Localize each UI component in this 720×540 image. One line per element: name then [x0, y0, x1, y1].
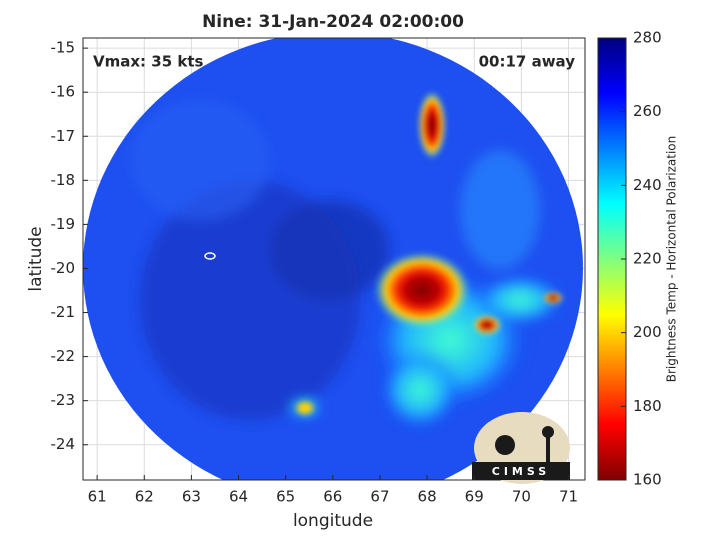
colorbar-tick-label: 240	[633, 176, 662, 194]
y-tick-label: -20	[51, 259, 76, 277]
x-tick-label: 64	[229, 488, 248, 506]
x-tick-label: 62	[135, 488, 154, 506]
x-tick-label: 68	[418, 488, 437, 506]
x-tick-label: 67	[370, 488, 389, 506]
colorbar-tick-label: 280	[633, 29, 662, 47]
colorbar-tick-label: 180	[633, 397, 662, 415]
x-axis-label: longitude	[293, 511, 373, 531]
x-tick-label: 65	[276, 488, 295, 506]
y-axis-label: latitude	[26, 226, 46, 291]
y-tick-label: -19	[51, 215, 76, 233]
chart-title: Nine: 31-Jan-2024 02:00:00	[202, 12, 464, 32]
colorbar-tick-label: 260	[633, 102, 662, 120]
plot-frame	[82, 37, 586, 481]
annotation: 00:17 away	[479, 53, 576, 71]
y-tick-label: -23	[51, 391, 76, 409]
x-tick-label: 70	[512, 488, 531, 506]
colorbar-tick-label: 160	[633, 471, 662, 489]
y-tick-label: -17	[51, 127, 76, 145]
y-tick-label: -22	[51, 347, 76, 365]
logo	[472, 412, 570, 484]
y-tick-label: -16	[51, 83, 76, 101]
y-tick-label: -15	[51, 39, 76, 57]
y-tick-label: -24	[51, 435, 76, 453]
colorbar-tick-label: 220	[633, 250, 662, 268]
colorbar-tick-label: 200	[633, 323, 662, 341]
x-tick-label: 69	[465, 488, 484, 506]
x-tick-label: 63	[182, 488, 201, 506]
annotation: Vmax: 35 kts	[93, 53, 203, 71]
logo-text: CIMSS	[492, 465, 550, 478]
y-tick-label: -21	[51, 303, 76, 321]
x-tick-label: 66	[323, 488, 342, 506]
x-tick-label: 61	[88, 488, 107, 506]
x-tick-label: 71	[559, 488, 578, 506]
colorbar-label: Brightness Temp - Horizontal Polarizatio…	[665, 136, 679, 383]
y-tick-label: -18	[51, 171, 76, 189]
satellite-image	[83, 38, 583, 480]
